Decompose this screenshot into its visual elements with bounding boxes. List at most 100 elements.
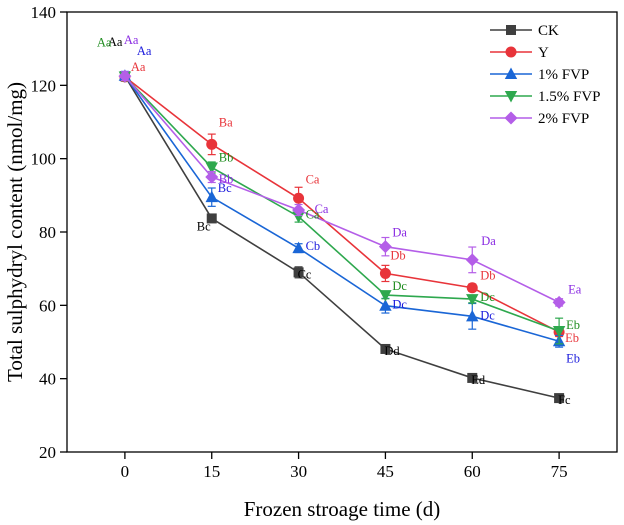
significance-letter: Db (390, 248, 405, 262)
significance-letter: Bc (197, 219, 211, 233)
significance-letter: Aa (108, 35, 123, 49)
y-tick-label: 100 (31, 150, 57, 169)
significance-letter: Cc (298, 267, 312, 281)
significance-letter: Ca (315, 202, 329, 216)
series-1-5-fvp (118, 71, 566, 345)
x-tick-label: 45 (377, 462, 394, 481)
x-tick-label: 60 (464, 462, 481, 481)
significance-letter: Dc (480, 290, 495, 304)
significance-letter: Aa (97, 36, 112, 50)
series-line (124, 75, 560, 304)
x-tick-label: 0 (121, 462, 130, 481)
significance-letter: Da (481, 234, 496, 248)
significance-letter: Dd (384, 344, 400, 358)
series-line (124, 75, 560, 399)
significance-letter: Bb (219, 172, 234, 186)
significance-letter: Ba (219, 115, 233, 129)
series-2-fvp (118, 69, 566, 309)
data-point (552, 326, 566, 338)
legend-label: 1.5% FVP (538, 89, 601, 105)
significance-letter: Aa (131, 60, 146, 74)
significance-letter: Bb (219, 150, 234, 164)
significance-letter: Eb (566, 318, 580, 332)
data-point (292, 241, 305, 254)
series-line (124, 75, 560, 332)
data-point (466, 282, 478, 294)
legend-swatch-marker (504, 111, 518, 125)
y-tick-label: 60 (39, 296, 56, 315)
data-point (380, 343, 391, 354)
legend-item: CK (490, 23, 559, 39)
x-tick-label: 75 (551, 462, 568, 481)
data-point (118, 69, 132, 83)
x-axis: 0 15 30 45 60 75 (121, 452, 568, 481)
legend-label: CK (538, 23, 559, 39)
series-line (124, 75, 560, 343)
x-axis-title: Frozen stroage time (d) (244, 497, 441, 521)
series-ck (119, 71, 565, 404)
y-tick-label: 120 (31, 76, 57, 95)
plot-frame (66, 11, 618, 453)
x-tick-label: 30 (290, 462, 307, 481)
series-1-fvp (118, 69, 566, 348)
significance-letter: Dc (480, 308, 495, 322)
data-point (206, 213, 217, 224)
plot-area (66, 11, 618, 453)
legend-swatch-marker (505, 46, 517, 58)
legend-swatch-marker (504, 91, 518, 103)
data-point (205, 190, 218, 203)
data-point (205, 162, 218, 174)
data-point (552, 295, 566, 309)
legend-item: 1.5% FVP (490, 89, 601, 105)
significance-letter: Eb (565, 331, 579, 345)
data-point (379, 290, 392, 302)
legend-label: 2% FVP (538, 111, 589, 127)
legend-item: Y (490, 45, 549, 61)
significance-letter: Da (392, 226, 407, 240)
y-tick-label: 80 (39, 223, 56, 242)
significance-letter: Fc (558, 393, 571, 407)
data-point (465, 253, 479, 267)
series-y (119, 71, 565, 338)
legend-label: Y (538, 45, 549, 61)
y-tick-label: 20 (39, 443, 56, 462)
significance-letter: Bc (218, 181, 232, 195)
significance-letter: Dc (392, 279, 407, 293)
significance-letter: Ca (306, 208, 320, 222)
legend-item: 1% FVP (490, 67, 589, 83)
significance-letter: Dc (392, 298, 407, 312)
data-point (466, 309, 479, 322)
data-point (293, 192, 305, 204)
data-point (379, 299, 392, 311)
data-point (292, 211, 305, 224)
significance-letter: Eb (566, 351, 580, 365)
y-tick-label: 40 (39, 370, 56, 389)
legend-swatch-marker (504, 67, 518, 79)
y-axis: 20 40 60 80 100 120 140 (31, 3, 67, 462)
series-line (124, 76, 560, 333)
legend: CK Y 1% FVP 1.5% FVP 2% FVP (490, 23, 601, 127)
data-point (292, 203, 306, 217)
data-point (467, 372, 478, 383)
x-tick-label: 15 (203, 462, 220, 481)
data-point (206, 138, 218, 150)
data-point (205, 170, 219, 184)
significance-letter: Aa (124, 33, 139, 47)
y-axis-title: Total sulphydryl content (nmol/mg) (3, 82, 27, 382)
series-group (118, 69, 566, 404)
significance-letters: Aa Bc Cc Dd Ed Fc Aa Ba Ca Db Db Eb Aa Bc Cb Dc Dc Eb Aa Bb… (97, 33, 582, 407)
data-point (293, 267, 304, 278)
significance-letter: Aa (137, 44, 152, 58)
legend-item: 2% FVP (490, 111, 589, 127)
data-point (379, 267, 391, 279)
significance-letter: Cb (306, 239, 321, 253)
y-tick-label: 140 (31, 3, 57, 22)
significance-letter: Ea (568, 282, 582, 296)
significance-letter: Ca (306, 172, 320, 186)
significance-letter: Db (480, 269, 495, 283)
data-point (554, 393, 565, 404)
data-point (378, 240, 392, 254)
legend-label: 1% FVP (538, 67, 589, 83)
data-point (466, 294, 479, 306)
